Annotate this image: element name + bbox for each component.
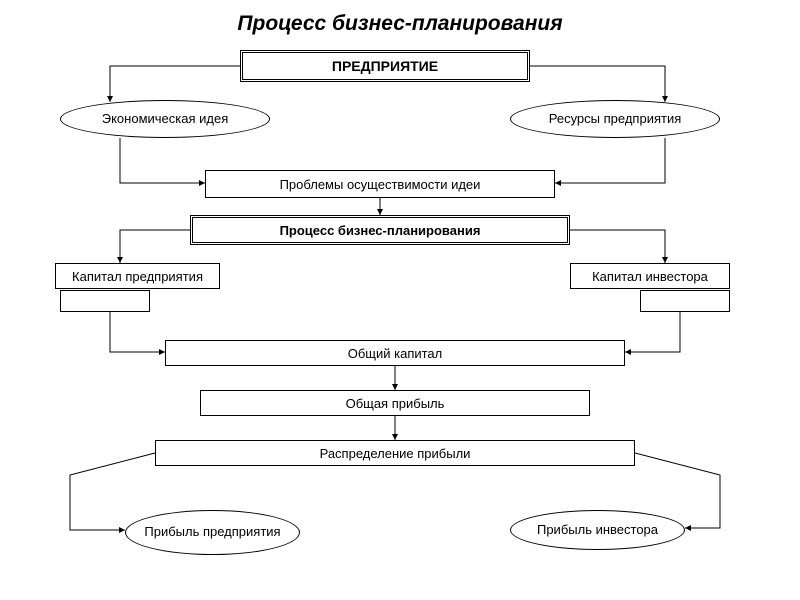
node-total-cap: Общий капитал (165, 340, 625, 366)
node-problems: Проблемы осуществимости идеи (205, 170, 555, 198)
node-profit-inv: Прибыль инвестора (510, 510, 685, 550)
node-label: Прибыль предприятия (144, 525, 280, 539)
node-label: Процесс бизнес-планирования (280, 223, 481, 238)
node-label: Распределение прибыли (320, 446, 471, 461)
node-enterprise: ПРЕДПРИЯТИЕ (240, 50, 530, 82)
node-cap-ent-sm (60, 290, 150, 312)
node-label: Общий капитал (348, 346, 443, 361)
node-label: Проблемы осуществимости идеи (280, 177, 481, 192)
node-dist-profit: Распределение прибыли (155, 440, 635, 466)
node-cap-ent: Капитал предприятия (55, 263, 220, 289)
node-label: Прибыль инвестора (537, 523, 658, 537)
node-profit-ent: Прибыль предприятия (125, 510, 300, 555)
node-process: Процесс бизнес-планирования (190, 215, 570, 245)
node-label: Ресурсы предприятия (549, 112, 682, 126)
diagram-title: Процесс бизнес-планирования (140, 12, 660, 36)
node-label: Общая прибыль (346, 396, 445, 411)
node-total-profit: Общая прибыль (200, 390, 590, 416)
node-econ-idea: Экономическая идея (60, 100, 270, 138)
node-cap-inv-sm (640, 290, 730, 312)
node-resources: Ресурсы предприятия (510, 100, 720, 138)
node-label: ПРЕДПРИЯТИЕ (332, 58, 438, 74)
node-label: Капитал предприятия (72, 269, 203, 284)
node-label: Капитал инвестора (592, 269, 708, 284)
node-cap-inv: Капитал инвестора (570, 263, 730, 289)
node-label: Экономическая идея (102, 112, 229, 126)
